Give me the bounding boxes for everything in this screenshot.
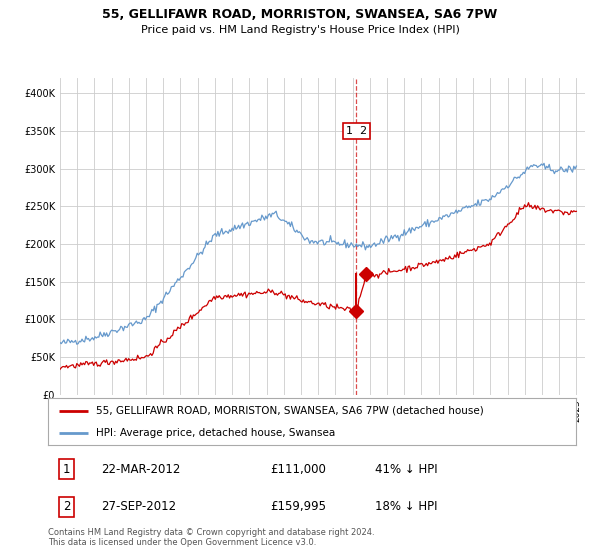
Text: 2: 2 <box>63 501 70 514</box>
Text: 55, GELLIFAWR ROAD, MORRISTON, SWANSEA, SA6 7PW: 55, GELLIFAWR ROAD, MORRISTON, SWANSEA, … <box>103 8 497 21</box>
Text: 55, GELLIFAWR ROAD, MORRISTON, SWANSEA, SA6 7PW (detached house): 55, GELLIFAWR ROAD, MORRISTON, SWANSEA, … <box>95 406 483 416</box>
Text: £111,000: £111,000 <box>270 463 326 475</box>
Text: 1  2: 1 2 <box>346 126 367 136</box>
Text: Price paid vs. HM Land Registry's House Price Index (HPI): Price paid vs. HM Land Registry's House … <box>140 25 460 35</box>
Text: £159,995: £159,995 <box>270 501 326 514</box>
Text: Contains HM Land Registry data © Crown copyright and database right 2024.
This d: Contains HM Land Registry data © Crown c… <box>48 528 374 547</box>
Text: 41% ↓ HPI: 41% ↓ HPI <box>376 463 438 475</box>
Text: 1: 1 <box>63 463 70 475</box>
Text: 27-SEP-2012: 27-SEP-2012 <box>101 501 176 514</box>
Text: 22-MAR-2012: 22-MAR-2012 <box>101 463 180 475</box>
Text: HPI: Average price, detached house, Swansea: HPI: Average price, detached house, Swan… <box>95 428 335 438</box>
Text: 18% ↓ HPI: 18% ↓ HPI <box>376 501 438 514</box>
